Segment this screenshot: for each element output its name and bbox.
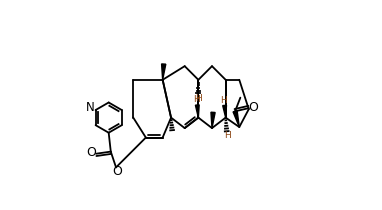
Text: N: N	[86, 101, 95, 114]
Polygon shape	[196, 105, 199, 118]
Text: O: O	[248, 101, 258, 114]
Polygon shape	[211, 112, 215, 128]
Polygon shape	[233, 111, 239, 127]
Text: H: H	[224, 131, 231, 140]
Polygon shape	[162, 64, 166, 80]
Text: H: H	[220, 96, 227, 105]
Text: H: H	[196, 94, 202, 102]
Polygon shape	[223, 105, 227, 118]
Text: H: H	[193, 95, 200, 104]
Text: O: O	[112, 165, 122, 178]
Text: O: O	[86, 146, 96, 159]
